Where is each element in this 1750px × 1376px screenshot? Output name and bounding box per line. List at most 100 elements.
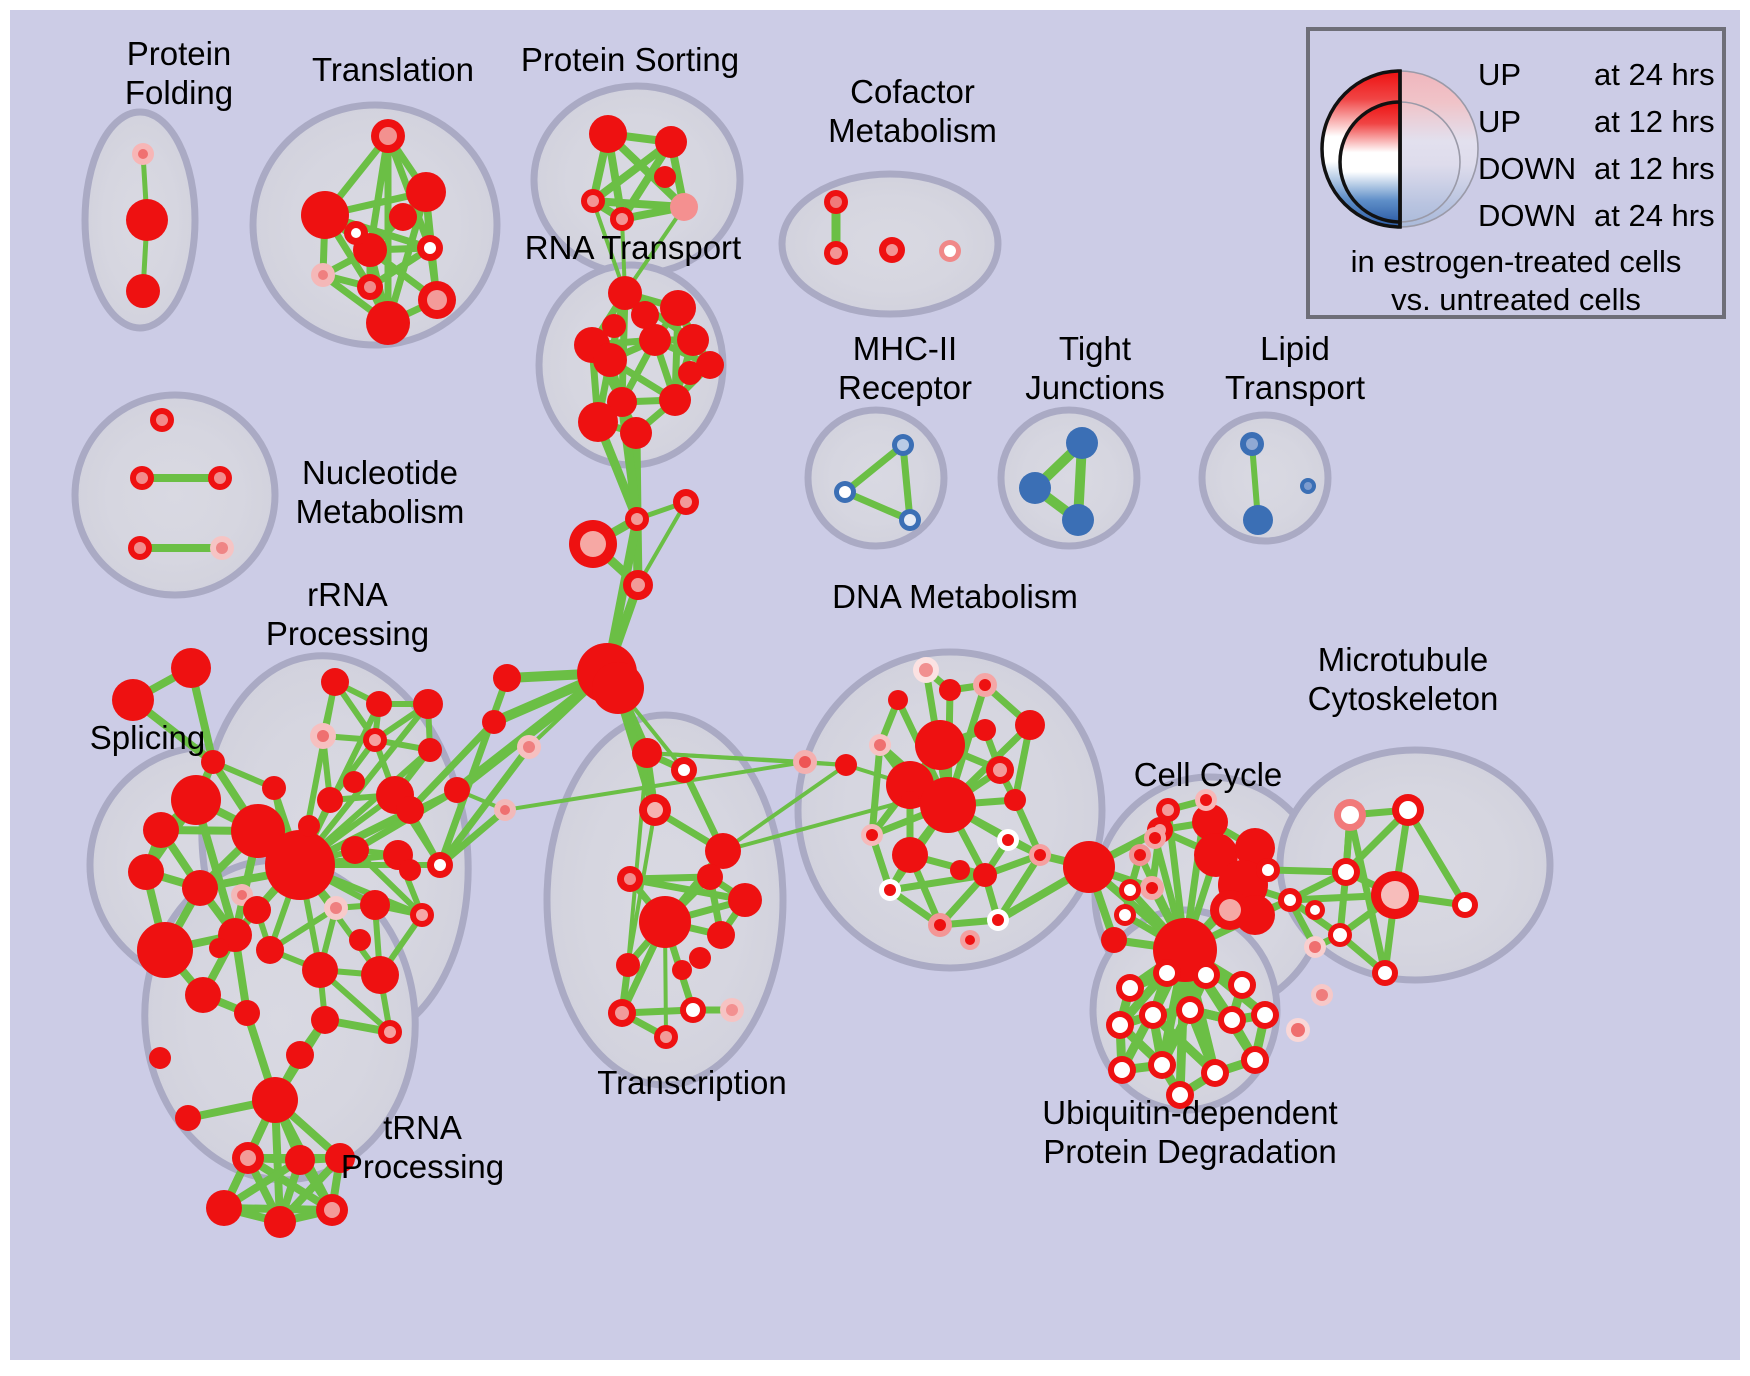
node <box>639 324 671 356</box>
node <box>581 189 605 213</box>
node <box>371 119 405 153</box>
node <box>639 896 691 948</box>
node <box>311 1006 339 1034</box>
node <box>171 775 221 825</box>
legend-time: at 24 hrs <box>1594 57 1715 92</box>
node <box>256 936 284 964</box>
node <box>444 777 470 803</box>
node <box>1195 789 1217 811</box>
node <box>1140 876 1164 900</box>
node <box>1371 871 1419 919</box>
node <box>112 679 154 721</box>
node <box>1228 971 1256 999</box>
node <box>707 921 735 949</box>
node <box>617 866 643 892</box>
node <box>406 172 446 212</box>
node <box>888 690 908 710</box>
node <box>1153 959 1181 987</box>
node <box>869 734 891 756</box>
legend-row-down-24: DOWN at 24 hrs <box>1478 198 1728 245</box>
node <box>892 837 928 873</box>
node <box>680 997 706 1023</box>
node <box>1304 936 1326 958</box>
node <box>417 235 443 261</box>
legend-row-down-12: DOWN at 12 hrs <box>1478 151 1728 198</box>
node <box>325 1143 355 1173</box>
node <box>1256 858 1280 882</box>
node <box>659 384 691 416</box>
legend-rows: UP at 24 hrs UP at 12 hrs DOWN at 12 hrs… <box>1478 57 1728 245</box>
legend-time: at 12 hrs <box>1594 151 1715 186</box>
node <box>243 896 271 924</box>
node <box>623 570 653 600</box>
node <box>973 673 997 697</box>
node <box>1148 1051 1176 1079</box>
node <box>208 466 232 490</box>
node <box>1029 844 1051 866</box>
node <box>824 241 848 265</box>
node <box>321 668 349 696</box>
node <box>357 274 383 300</box>
node <box>264 1206 296 1238</box>
node <box>670 193 698 221</box>
blob-mhcii <box>804 406 948 550</box>
legend-box: UP at 24 hrs UP at 12 hrs DOWN at 12 hrs… <box>1306 27 1726 319</box>
node <box>1251 1001 1279 1029</box>
node <box>915 720 965 770</box>
node <box>493 664 521 692</box>
node <box>252 1077 298 1123</box>
node <box>143 812 179 848</box>
node <box>1192 961 1220 989</box>
node <box>671 757 697 783</box>
node <box>366 301 410 345</box>
node <box>324 896 348 920</box>
node <box>399 859 421 881</box>
node <box>654 166 676 188</box>
node <box>610 207 634 231</box>
node <box>939 679 961 701</box>
node <box>341 836 369 864</box>
node <box>132 143 154 165</box>
node <box>1218 1006 1246 1034</box>
node <box>879 879 901 901</box>
node <box>1019 472 1051 504</box>
node <box>201 750 225 774</box>
node <box>265 830 335 900</box>
blob-protein-sorting <box>530 82 744 278</box>
node <box>899 509 921 531</box>
node <box>824 190 848 214</box>
node <box>625 507 649 531</box>
node <box>232 1142 264 1174</box>
node <box>616 953 640 977</box>
node <box>834 481 856 503</box>
node <box>689 947 711 969</box>
node <box>578 402 618 442</box>
legend-time: at 12 hrs <box>1594 104 1715 139</box>
node <box>149 1047 171 1069</box>
node <box>607 387 637 417</box>
legend-direction: DOWN <box>1478 198 1577 233</box>
node <box>1201 1059 1229 1087</box>
node <box>126 274 160 308</box>
node <box>1119 879 1141 901</box>
node <box>366 691 392 717</box>
node <box>608 276 642 310</box>
node <box>1139 1001 1167 1029</box>
node <box>317 787 343 813</box>
legend-footer: in estrogen-treated cells vs. untreated … <box>1350 244 1682 317</box>
node <box>793 750 817 774</box>
node <box>987 909 1009 931</box>
node <box>396 796 424 824</box>
node <box>620 417 652 449</box>
node <box>316 1194 348 1226</box>
node <box>697 864 723 890</box>
node <box>632 738 662 768</box>
node <box>1305 900 1325 920</box>
node <box>343 771 365 793</box>
node <box>310 723 336 749</box>
network-canvas: Protein Folding Translation Protein Sort… <box>10 10 1740 1360</box>
node <box>696 351 724 379</box>
node <box>175 1105 201 1131</box>
node <box>592 662 644 714</box>
